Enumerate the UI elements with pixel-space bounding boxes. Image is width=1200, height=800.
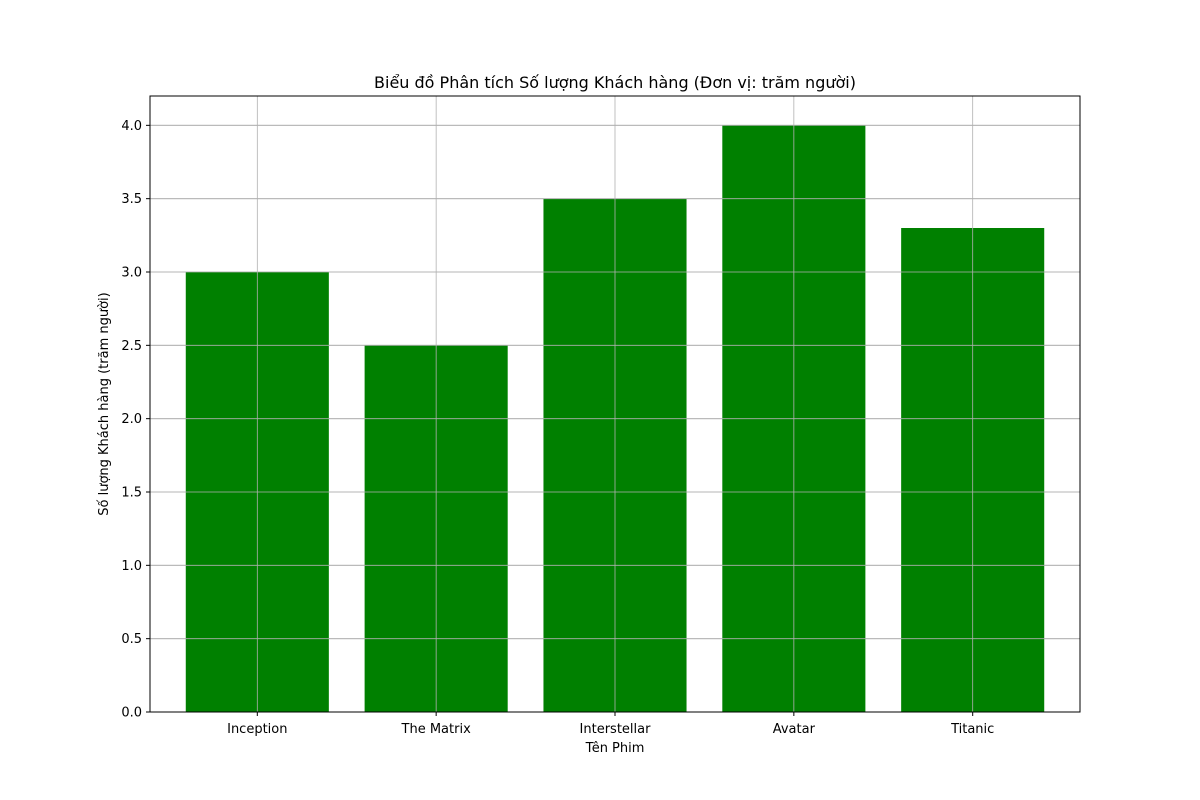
y-axis-label: Số lượng Khách hàng (trăm người)	[97, 292, 112, 516]
y-axis-ticks: 0.0 0.5 1.0 1.5 2.0 2.5 3.0 3.5 4.0	[121, 119, 150, 721]
x-axis-label: Tên Phim	[585, 741, 645, 756]
x-tick-label: Avatar	[773, 722, 816, 737]
x-tick-label: The Matrix	[401, 722, 472, 737]
y-tick-label: 3.5	[121, 192, 142, 207]
y-tick-label: 3.0	[121, 266, 142, 281]
y-tick-label: 2.0	[121, 412, 142, 427]
x-axis-ticks: Inception The Matrix Interstellar Avatar Tit…	[227, 712, 994, 737]
y-tick-label: 1.0	[121, 559, 142, 574]
y-tick-label: 0.5	[121, 632, 142, 647]
x-tick-label: Titanic	[950, 722, 994, 737]
chart-title: Biểu đồ Phân tích Số lượng Khách hàng (Đ…	[374, 73, 856, 92]
x-tick-label: Interstellar	[580, 722, 652, 737]
y-tick-label: 2.5	[121, 339, 142, 354]
x-tick-label: Inception	[227, 722, 287, 737]
y-tick-label: 4.0	[121, 119, 142, 134]
y-tick-label: 0.0	[121, 706, 142, 721]
y-tick-label: 1.5	[121, 486, 142, 501]
